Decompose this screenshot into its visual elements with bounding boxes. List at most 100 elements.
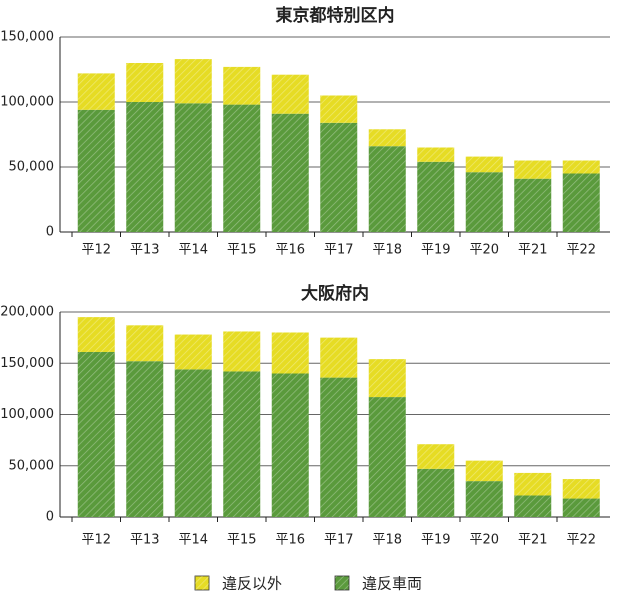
bar — [320, 95, 358, 123]
bar-hatch — [514, 472, 552, 496]
x-tick-label: 平20 — [469, 533, 499, 548]
bar — [77, 317, 115, 352]
y-tick-label: 50,000 — [9, 160, 55, 175]
bar — [514, 160, 552, 179]
bar-hatch — [77, 109, 115, 232]
x-tick-label: 平15 — [227, 533, 257, 548]
x-tick-label: 平16 — [275, 243, 305, 258]
bar-hatch — [126, 63, 164, 102]
y-tick-label: 50,000 — [9, 458, 55, 473]
x-tick-label: 平16 — [275, 533, 305, 548]
x-tick-label: 平17 — [324, 243, 354, 258]
x-tick-label: 平14 — [178, 243, 208, 258]
bar-hatch — [126, 361, 164, 517]
bar — [223, 66, 261, 105]
bar — [271, 113, 309, 232]
bar — [562, 173, 600, 232]
bar — [126, 325, 164, 362]
bar — [77, 351, 115, 517]
x-tick-label: 平13 — [130, 243, 160, 258]
bar — [368, 359, 406, 398]
bar-hatch — [320, 377, 358, 517]
bar-hatch — [562, 160, 600, 174]
x-tick-label: 平18 — [372, 533, 402, 548]
bar-hatch — [417, 161, 455, 232]
bar-hatch — [320, 337, 358, 378]
bar — [320, 122, 358, 232]
legend-label: 違反以外 — [222, 575, 282, 593]
bar — [320, 337, 358, 378]
y-tick-label: 200,000 — [0, 305, 54, 320]
bar — [368, 397, 406, 517]
x-tick-label: 平12 — [81, 243, 111, 258]
bar — [271, 332, 309, 374]
bar — [223, 104, 261, 232]
bar — [368, 146, 406, 232]
bar — [77, 73, 115, 110]
bar-hatch — [368, 397, 406, 517]
x-tick-label: 平14 — [178, 533, 208, 548]
bar — [562, 479, 600, 499]
bar — [465, 481, 503, 517]
bar-hatch — [223, 371, 261, 517]
y-tick-label: 100,000 — [0, 407, 54, 422]
bar — [562, 498, 600, 517]
bar-hatch — [223, 331, 261, 372]
x-tick-label: 平17 — [324, 533, 354, 548]
bar — [126, 102, 164, 232]
bar — [77, 109, 115, 232]
bar — [465, 172, 503, 232]
bar — [126, 361, 164, 517]
bar-hatch — [126, 102, 164, 232]
y-tick-label: 0 — [46, 225, 54, 240]
x-tick-label: 平22 — [566, 533, 596, 548]
bar-hatch — [514, 160, 552, 179]
y-tick-label: 100,000 — [0, 95, 54, 110]
bar — [320, 377, 358, 517]
x-tick-label: 平13 — [130, 533, 160, 548]
bar — [514, 472, 552, 496]
bar-hatch — [562, 498, 600, 517]
bar — [174, 369, 212, 517]
bar — [417, 161, 455, 232]
bar-hatch — [77, 317, 115, 352]
bar — [417, 444, 455, 469]
legend: 違反以外 違反車両 — [194, 575, 422, 593]
bar — [417, 468, 455, 517]
bar — [368, 129, 406, 147]
bar-hatch — [126, 325, 164, 362]
bar-hatch — [465, 460, 503, 482]
bar — [174, 334, 212, 370]
bar-hatch — [417, 444, 455, 469]
bar — [223, 371, 261, 517]
x-tick-label: 平19 — [421, 533, 451, 548]
legend-swatch-hatch — [195, 576, 209, 590]
x-tick-label: 平19 — [421, 243, 451, 258]
x-tick-label: 平18 — [372, 243, 402, 258]
bar-hatch — [174, 334, 212, 370]
bar-hatch — [271, 113, 309, 232]
bar — [126, 63, 164, 102]
bar — [465, 460, 503, 482]
x-tick-label: 平12 — [81, 533, 111, 548]
bar-hatch — [417, 468, 455, 517]
y-tick-label: 150,000 — [0, 30, 54, 45]
x-tick-label: 平21 — [518, 533, 548, 548]
bar-hatch — [465, 172, 503, 232]
bar-hatch — [320, 95, 358, 123]
y-tick-label: 0 — [46, 510, 54, 525]
x-tick-label: 平21 — [518, 243, 548, 258]
bar — [514, 178, 552, 232]
bar-hatch — [271, 74, 309, 114]
bar — [562, 160, 600, 174]
x-tick-label: 平22 — [566, 243, 596, 258]
bar-hatch — [368, 129, 406, 147]
bar — [271, 74, 309, 114]
bar-hatch — [174, 369, 212, 517]
bar — [514, 495, 552, 517]
bar — [465, 156, 503, 173]
bar-hatch — [562, 479, 600, 499]
bar-hatch — [271, 332, 309, 374]
bar-hatch — [368, 359, 406, 398]
